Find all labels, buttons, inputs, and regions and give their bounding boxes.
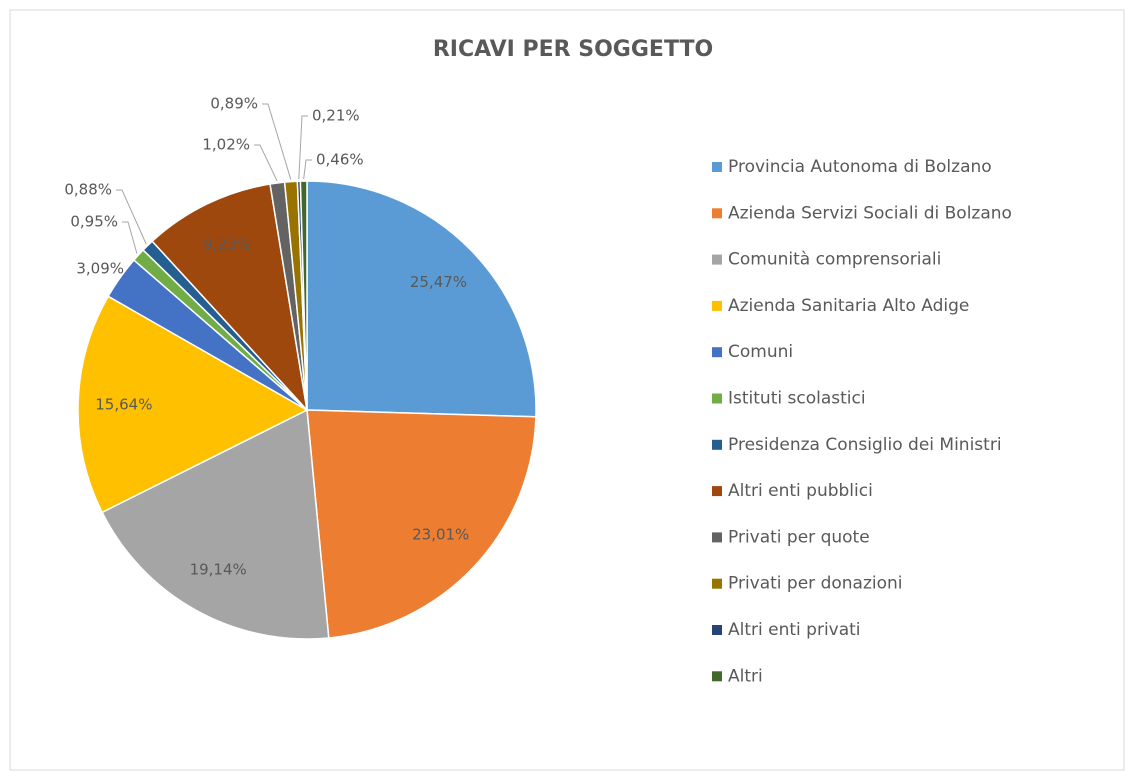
leader-line	[262, 103, 292, 180]
legend-swatch	[712, 671, 722, 682]
data-label: 0,46%	[316, 151, 364, 169]
leader-line	[303, 159, 312, 180]
legend-label: Azienda Servizi Sociali di Bolzano	[728, 203, 1012, 223]
legend-swatch	[712, 162, 722, 172]
data-label: 15,64%	[95, 395, 152, 413]
leader-line	[116, 189, 147, 245]
legend-label: Azienda Sanitaria Alto Adige	[728, 296, 969, 316]
pie-slice	[306, 409, 537, 639]
legend-label: Altri	[728, 666, 763, 686]
pie-slice	[151, 183, 309, 413]
leader-line	[254, 144, 278, 182]
legend-swatch	[712, 393, 722, 404]
legend-swatch	[712, 486, 722, 497]
legend-label: Comuni	[728, 342, 793, 362]
legend-swatch	[712, 300, 722, 311]
pie-slice	[306, 180, 537, 418]
legend-swatch	[712, 254, 722, 265]
chart-title: RICAVI PER SOGGETTO	[433, 37, 713, 62]
pie-slice	[299, 180, 308, 411]
legend-label: Altri enti privati	[728, 620, 861, 640]
data-label: 1,02%	[202, 136, 250, 154]
data-label: 25,47%	[410, 273, 467, 291]
leader-line	[122, 221, 138, 254]
legend-swatch	[712, 208, 722, 219]
legend-label: Privati per quote	[728, 527, 870, 547]
data-label: 9,23%	[203, 236, 251, 254]
legend-swatch	[712, 347, 722, 358]
legend-swatch	[712, 439, 722, 450]
pie-slice	[101, 408, 330, 640]
data-label: 0,21%	[312, 107, 360, 125]
legend-swatch	[712, 625, 722, 635]
legend-label: Istituti scolastici	[728, 389, 866, 409]
data-label: 0,88%	[64, 181, 112, 199]
legend-label: Comunità comprensoriali	[728, 250, 941, 270]
legend-label: Altri enti pubblici	[728, 481, 873, 501]
data-label: 0,95%	[70, 213, 118, 231]
legend-swatch	[712, 532, 722, 543]
pie-slice	[77, 295, 309, 514]
legend-label: Presidenza Consiglio dei Ministri	[728, 435, 1002, 455]
leader-line	[298, 115, 308, 180]
data-label: 3,09%	[76, 260, 124, 278]
legend-swatch	[712, 578, 722, 589]
data-label: 19,14%	[190, 561, 247, 579]
legend-label: Privati per donazioni	[728, 574, 903, 594]
data-label: 23,01%	[412, 526, 469, 544]
data-label: 0,89%	[210, 95, 258, 113]
legend-label: Provincia Autonoma di Bolzano	[728, 157, 992, 177]
